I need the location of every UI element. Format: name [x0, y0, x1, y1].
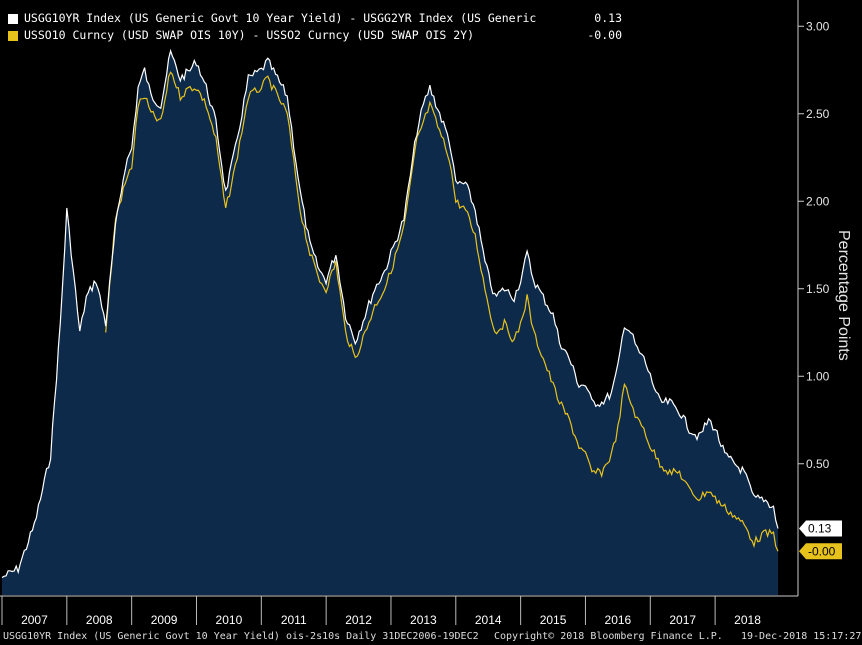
x-tick-label: 2010: [216, 613, 243, 627]
tag-shape: [799, 543, 842, 560]
series-area-fill: [2, 50, 778, 595]
tag-label: 0.13: [808, 522, 832, 536]
x-tick-label: 2007: [21, 613, 48, 627]
x-tick-label: 2016: [605, 613, 632, 627]
axes: 0.50 1.00 1.50 2.00 2.50 3.00 2007 2008 2009 2010…: [0, 0, 842, 627]
x-tick-label: 2015: [540, 613, 567, 627]
series-line-govt: [1, 48, 779, 579]
legend-value-govt: 0.13: [594, 11, 622, 25]
legend-label-ois: USSO10 Curncy (USD SWAP OIS 10Y) - USSO2…: [24, 28, 475, 42]
plot-area: [1, 48, 779, 595]
legend-value-ois: -0.00: [587, 28, 622, 42]
legend-item-spread-ois[interactable]: USSO10 Curncy (USD SWAP OIS 10Y) - USSO2…: [4, 27, 626, 44]
y-axis-label: Percentage Points: [835, 230, 852, 361]
legend-swatch-yellow: [8, 30, 18, 41]
y-tick-label: 0.50: [806, 457, 830, 471]
legend: USGG10YR Index (US Generic Govt 10 Year …: [4, 10, 626, 44]
x-tick-label: 2009: [151, 613, 178, 627]
x-tick-label: 2018: [734, 613, 761, 627]
x-tick-label: 2011: [281, 613, 307, 627]
footer-timestamp: 19-Dec-2018 15:17:27: [741, 631, 862, 642]
last-value-tag-govt: 0.13: [799, 520, 842, 537]
x-tick-label: 2017: [669, 613, 696, 627]
footer: USGG10YR Index (US Generic Govt 10 Year …: [0, 628, 862, 645]
series-line-ois: [105, 71, 779, 552]
y-tick-label: 2.50: [806, 107, 830, 121]
footer-copyright: Copyright© 2018 Bloomberg Finance L.P.: [494, 631, 723, 642]
x-tick-label: 2012: [345, 613, 372, 627]
x-tick-label: 2014: [475, 613, 502, 627]
y-tick-label: 1.50: [806, 282, 830, 296]
last-value-tag-ois: -0.00: [799, 543, 842, 560]
x-tick-label: 2013: [410, 613, 437, 627]
y-tick-label: 1.00: [806, 369, 830, 383]
legend-item-spread-govt[interactable]: USGG10YR Index (US Generic Govt 10 Year …: [4, 10, 626, 27]
footer-description: USGG10YR Index (US Generic Govt 10 Year …: [3, 631, 479, 642]
y-tick-label: 3.00: [806, 19, 830, 33]
tag-label: -0.00: [808, 544, 836, 558]
x-tick-label: 2008: [86, 613, 113, 627]
tag-shape: [799, 520, 842, 537]
y-tick-label: 2.00: [806, 194, 830, 208]
legend-label-govt: USGG10YR Index (US Generic Govt 10 Year …: [24, 11, 542, 25]
legend-swatch-white: [8, 13, 18, 24]
